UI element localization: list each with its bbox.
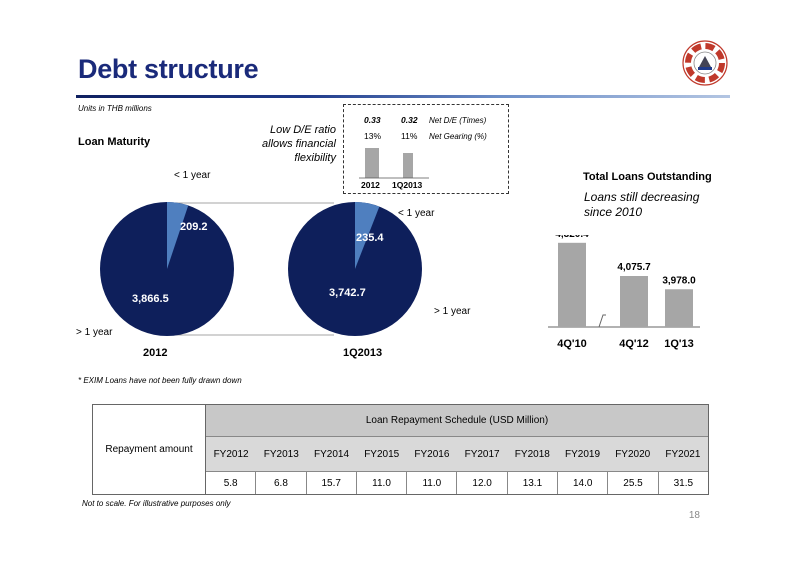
gearing-label: Net Gearing (%) — [429, 132, 487, 141]
repayment-table-header: Loan Repayment Schedule (USD Million) — [206, 405, 708, 437]
gearing-2012-value: 13% — [364, 131, 382, 141]
pie-1q13-long-value: 3,742.7 — [329, 287, 366, 299]
gearing-2012-period: 2012 — [361, 180, 380, 190]
loans-category-label-2: 1Q'13 — [664, 338, 694, 350]
repayment-row-label: Repayment amount — [93, 405, 206, 494]
repayment-year-1: FY2013 — [263, 448, 299, 460]
repayment-value-2: 15.7 — [307, 472, 357, 494]
gearing-1q13-period: 1Q2013 — [392, 180, 423, 190]
loans-bar-2 — [665, 289, 693, 327]
pie-1q13-short-slice — [355, 202, 380, 269]
pie-2012 — [100, 202, 234, 336]
repayment-value-1: 6.8 — [256, 472, 307, 494]
repayment-year-2: FY2014 — [313, 448, 350, 460]
loans-category-label-0: 4Q'10 — [557, 338, 587, 350]
repayment-year-9: FY2021 — [665, 448, 701, 460]
loans-bar-1 — [620, 276, 648, 327]
pie-1q13-short-value: 235.4 — [356, 232, 384, 244]
pie-1q13-period: 1Q2013 — [343, 347, 383, 359]
pie-1q13-gt1-label: > 1 year — [434, 306, 471, 317]
total-loans-note-line-2: since 2010 — [584, 205, 643, 219]
loans-value-label-0: 4,320.4 — [555, 235, 589, 240]
loans-value-label-2: 3,978.0 — [662, 275, 696, 286]
gearing-mini-chart — [359, 148, 429, 179]
repayment-year-3: FY2015 — [364, 448, 400, 460]
title-underline — [76, 95, 730, 98]
repayment-year-7: FY2019 — [565, 448, 601, 460]
pie-2012-gt1-label: > 1 year — [76, 327, 113, 338]
de-1q13-value: 0.32 — [401, 115, 418, 125]
repayment-years-row: FY2012 FY2013 FY2014 FY2015 FY2016 FY2017 FY20… — [206, 437, 708, 472]
repayment-value-7: 14.0 — [558, 472, 609, 494]
repayment-year-5: FY2017 — [464, 448, 500, 460]
repayment-value-4: 11.0 — [407, 472, 458, 494]
pie-2012-lt1-label: < 1 year — [174, 170, 211, 181]
repayment-value-6: 13.1 — [508, 472, 559, 494]
repayment-value-9: 31.5 — [673, 477, 694, 489]
pie-2012-long-value: 3,866.5 — [132, 293, 169, 305]
pie-2012-short-value: 209.2 — [180, 221, 208, 233]
pie-1q13-lt1-label: < 1 year — [398, 208, 435, 219]
gearing-2012-bar — [365, 148, 379, 178]
de-2012-value: 0.33 — [364, 115, 381, 125]
total-loans-note-line-1: Loans still decreasing — [584, 190, 700, 204]
loans-category-label-1: 4Q'12 — [619, 338, 649, 350]
page-title: Debt structure — [78, 54, 259, 84]
gearing-1q13-value: 11% — [401, 131, 418, 141]
de-ratio-box — [343, 104, 509, 194]
repayment-value-5: 12.0 — [457, 472, 508, 494]
total-loans-heading: Total Loans Outstanding — [583, 171, 712, 183]
de-note-line-3: flexibility — [294, 152, 336, 164]
pie-2012-short-slice — [167, 202, 189, 269]
repayment-year-6: FY2018 — [514, 448, 550, 460]
company-logo — [682, 40, 728, 86]
repayment-value-3: 11.0 — [357, 472, 408, 494]
pie-1q13 — [288, 202, 422, 336]
exim-footnote: * EXIM Loans have not been fully drawn d… — [78, 376, 242, 385]
loans-bar-0 — [558, 242, 586, 327]
units-note: Units in THB millions — [78, 104, 152, 113]
de-label: Net D/E (Times) — [429, 116, 487, 125]
repayment-table: Repayment amount Loan Repayment Schedule… — [92, 404, 709, 495]
repayment-year-4: FY2016 — [414, 448, 450, 460]
de-ratio-note: Low D/E ratio allows financial flexibili… — [226, 123, 336, 165]
total-loans-note: Loans still decreasing since 2010 — [584, 190, 699, 220]
loan-maturity-heading: Loan Maturity — [78, 136, 151, 148]
de-note-line-2: allows financial — [262, 138, 336, 150]
loans-axis-break — [598, 314, 606, 328]
gearing-1q13-bar — [403, 153, 413, 178]
loans-value-label-1: 4,075.7 — [617, 262, 651, 273]
page-number: 18 — [688, 510, 700, 521]
repayment-year-8: FY2020 — [615, 448, 651, 460]
repayment-value-0: 5.8 — [206, 472, 257, 494]
repayment-year-0: FY2012 — [213, 448, 249, 460]
de-note-line-1: Low D/E ratio — [269, 124, 336, 136]
repayment-values-row: 5.8 6.8 15.7 11.0 11.0 12.0 13.1 14.0 25.5 31.5 — [206, 472, 708, 494]
repayment-value-8: 25.5 — [608, 472, 659, 494]
scale-note: Not to scale. For illustrative purposes … — [82, 499, 231, 508]
pie-2012-period: 2012 — [143, 347, 168, 359]
total-loans-chart: 4,320.4 4Q'10 4,075.7 4Q'12 3,978.0 1Q'13 — [548, 235, 700, 350]
